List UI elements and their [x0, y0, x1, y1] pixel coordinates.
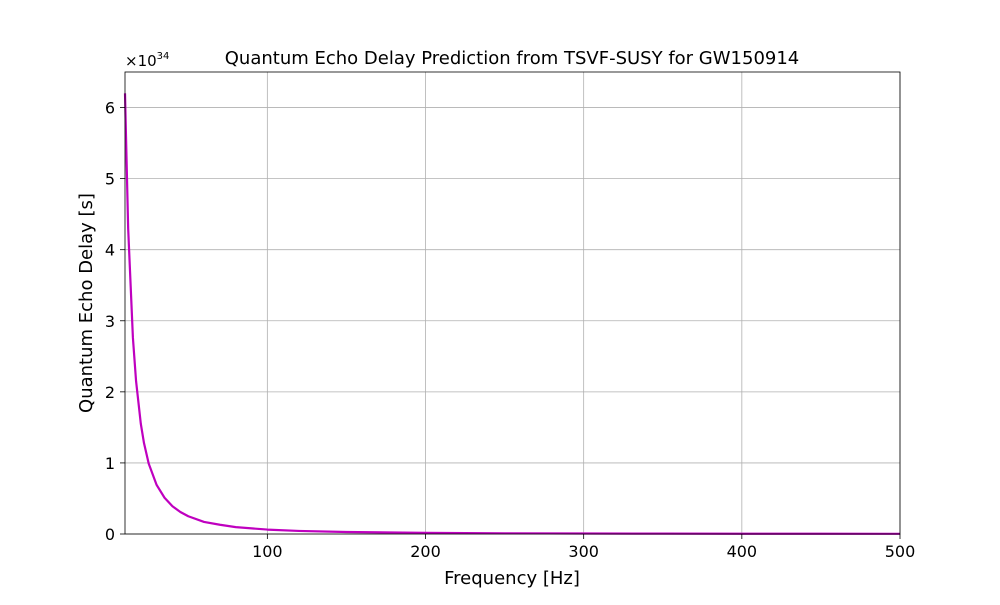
x-tick-label: 500: [885, 542, 916, 561]
x-tick-label: 400: [727, 542, 758, 561]
chart-title: Quantum Echo Delay Prediction from TSVF-…: [225, 48, 800, 69]
y-tick-label: 3: [105, 312, 115, 331]
y-axis-offset-exponent: 34: [157, 51, 170, 62]
y-tick-label: 5: [105, 170, 115, 189]
y-axis-label: Quantum Echo Delay [s]: [76, 193, 97, 413]
x-tick-label: 200: [410, 542, 441, 561]
y-axis-ticks: 0 1 2 3 4 5 6: [105, 99, 125, 544]
y-tick-label: 6: [105, 99, 115, 118]
y-tick-label: 2: [105, 383, 115, 402]
y-axis-offset-label: ×1034: [125, 51, 169, 70]
x-tick-label: 100: [252, 542, 283, 561]
plot-frame: [124, 71, 901, 535]
grid-lines: [125, 72, 901, 535]
x-axis-label: Frequency [Hz]: [444, 568, 580, 589]
y-tick-label: 4: [105, 241, 115, 260]
x-tick-label: 300: [568, 542, 599, 561]
x-axis-ticks: 100 200 300 400 500: [252, 534, 915, 561]
series-line: [123, 93, 901, 535]
series-layer: [123, 93, 901, 535]
y-tick-label: 0: [105, 525, 115, 544]
y-axis-offset-base: ×10: [125, 52, 157, 70]
y-tick-label: 1: [105, 454, 115, 473]
